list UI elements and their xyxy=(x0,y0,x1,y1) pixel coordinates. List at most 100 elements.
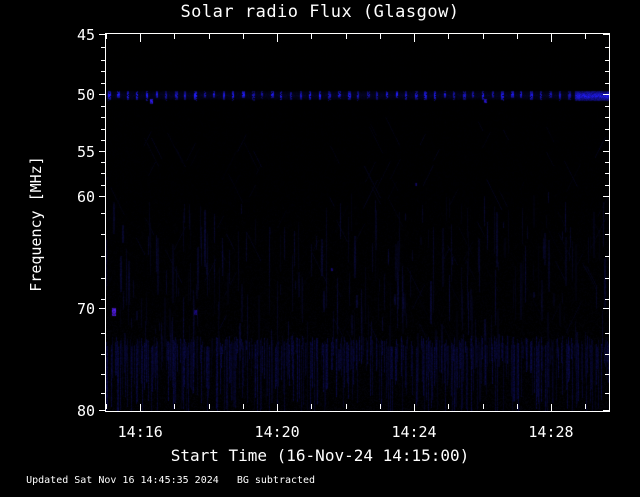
y-axis-tick-minor xyxy=(101,117,106,118)
x-axis-tick-minor xyxy=(483,404,484,409)
y-axis-tick-major xyxy=(99,94,106,95)
x-axis-tick-minor xyxy=(517,34,518,39)
y-axis-tick-major xyxy=(99,151,106,152)
x-axis-tick-minor xyxy=(585,34,586,39)
x-axis-tick-major xyxy=(551,34,552,42)
y-axis-tick-label: 60 xyxy=(76,188,95,206)
y-axis-tick-major xyxy=(603,151,610,152)
y-axis-tick-minor xyxy=(605,162,610,163)
x-axis-tick-label: 14:28 xyxy=(528,423,574,441)
x-axis-title: Start Time (16-Nov-24 14:15:00) xyxy=(170,446,470,465)
y-axis-tick-minor xyxy=(605,256,610,257)
x-axis-tick-major xyxy=(551,404,552,412)
y-axis-tick-minor xyxy=(605,173,610,174)
x-axis-tick-major xyxy=(277,34,278,42)
y-axis-tick-minor xyxy=(605,106,610,107)
y-axis-tick-minor xyxy=(101,234,106,235)
x-axis-tick-minor xyxy=(209,34,210,39)
y-axis-tick-minor xyxy=(101,393,106,394)
x-axis-tick-major xyxy=(414,404,415,412)
x-axis-tick-major xyxy=(414,34,415,42)
y-axis-tick-minor xyxy=(605,213,610,214)
y-axis-tick-minor xyxy=(605,299,610,300)
y-axis-tick-minor xyxy=(605,140,610,141)
x-axis-tick-minor xyxy=(106,34,107,39)
y-axis-tick-minor xyxy=(605,83,610,84)
y-axis-tick-major xyxy=(603,308,610,309)
x-axis-tick-minor xyxy=(346,404,347,409)
x-axis-tick-major xyxy=(140,34,141,42)
y-axis-tick-major xyxy=(603,34,610,35)
x-axis-tick-minor xyxy=(585,404,586,409)
y-axis-tick-minor xyxy=(101,106,106,107)
y-axis-tick-minor xyxy=(101,256,106,257)
y-axis-tick-minor xyxy=(101,60,106,61)
x-axis-tick-minor xyxy=(243,404,244,409)
x-axis-tick-minor xyxy=(209,404,210,409)
x-axis-tick-minor xyxy=(483,34,484,39)
y-axis-tick-label: 45 xyxy=(76,26,95,44)
x-axis-tick-minor xyxy=(380,404,381,409)
y-axis-tick-label: 55 xyxy=(76,143,95,161)
x-axis-tick-label: 14:24 xyxy=(391,423,437,441)
x-axis-tick-major xyxy=(140,404,141,412)
footer-spacer xyxy=(219,475,237,486)
page-title: Solar radio Flux (Glasgow) xyxy=(180,2,460,22)
x-axis-tick-label: 14:20 xyxy=(254,423,300,441)
y-axis-tick-minor xyxy=(605,278,610,279)
y-axis-tick-minor xyxy=(605,129,610,130)
y-axis-tick-minor xyxy=(101,173,106,174)
footer-processing-text: BG subtracted xyxy=(236,475,316,486)
x-axis-tick-minor xyxy=(380,34,381,39)
y-axis-tick-label: 50 xyxy=(76,86,95,104)
y-axis-tick-minor xyxy=(101,140,106,141)
y-axis-tick-minor xyxy=(101,299,106,300)
x-axis-tick-minor xyxy=(517,404,518,409)
y-axis-tick-minor xyxy=(605,71,610,72)
y-axis-tick-major xyxy=(99,308,106,309)
y-axis-tick-label: 70 xyxy=(76,300,95,318)
x-axis-tick-minor xyxy=(311,34,312,39)
y-axis-tick-label: 80 xyxy=(76,402,95,420)
y-axis-tick-minor xyxy=(101,71,106,72)
y-axis-tick-major xyxy=(99,196,106,197)
y-axis-tick-minor xyxy=(605,374,610,375)
y-axis-tick-minor xyxy=(101,47,106,48)
y-axis-tick-minor xyxy=(605,117,610,118)
y-axis-tick-minor xyxy=(101,374,106,375)
solar-radio-spectrogram-figure: Solar radio Flux (Glasgow) 45 50 55 60 70 80 … xyxy=(26,2,610,486)
x-axis-tick-minor xyxy=(106,404,107,409)
y-axis-tick-minor xyxy=(101,213,106,214)
y-axis-tick-major xyxy=(99,410,106,411)
y-axis-tick-minor xyxy=(101,333,106,334)
y-axis-tick-minor xyxy=(101,129,106,130)
x-axis-tick-label: 14:16 xyxy=(117,423,163,441)
y-axis-tick-minor xyxy=(605,333,610,334)
x-axis-tick-minor xyxy=(174,34,175,39)
y-axis-tick-minor xyxy=(605,60,610,61)
footer-updated-text: Updated Sat Nov 16 14:45:35 2024 xyxy=(26,475,219,486)
y-axis-tick-major xyxy=(603,94,610,95)
x-axis-tick-minor xyxy=(311,404,312,409)
y-axis-tick-minor xyxy=(101,278,106,279)
y-axis-tick-minor xyxy=(605,185,610,186)
x-axis-tick-major xyxy=(277,404,278,412)
y-axis-tick-major xyxy=(99,34,106,35)
y-axis-tick-major xyxy=(603,410,610,411)
x-axis-tick-minor xyxy=(346,34,347,39)
y-axis-tick-minor xyxy=(605,234,610,235)
y-axis-tick-minor xyxy=(101,354,106,355)
spectrogram-canvas xyxy=(106,34,609,411)
y-axis-tick-minor xyxy=(605,47,610,48)
y-axis-tick-minor xyxy=(605,354,610,355)
x-axis-tick-minor xyxy=(174,404,175,409)
footer-status: Updated Sat Nov 16 14:45:35 2024 BG subt… xyxy=(2,464,315,497)
y-axis-tick-minor xyxy=(101,162,106,163)
y-axis-tick-major xyxy=(603,196,610,197)
y-axis-title: Frequency [MHz] xyxy=(27,156,45,292)
x-axis-tick-minor xyxy=(448,34,449,39)
y-axis-tick-minor xyxy=(101,83,106,84)
plot-area xyxy=(105,33,610,412)
y-axis-tick-minor xyxy=(101,185,106,186)
y-axis-tick-minor xyxy=(605,393,610,394)
